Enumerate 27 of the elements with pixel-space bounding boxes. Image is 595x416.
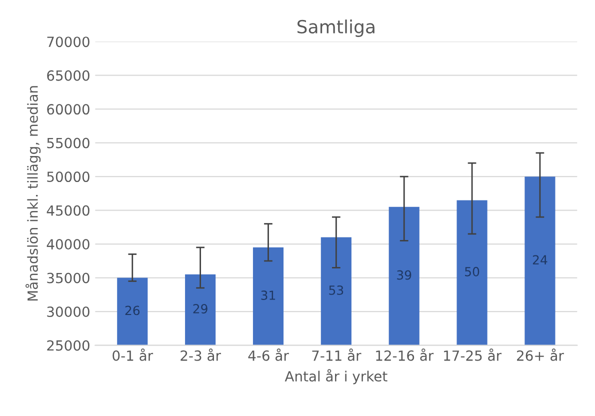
x-axis-title: Antal år i yrket: [284, 369, 388, 384]
x-tick-label: 0-1 år: [112, 348, 154, 361]
y-tick-label: 35000: [47, 272, 90, 284]
x-tick-label: 2-3 år: [180, 348, 221, 361]
annotation: 50: [465, 266, 480, 276]
x-tick-label: 12-16 år: [376, 348, 434, 361]
x-tick-label: 7-11 år: [312, 348, 362, 361]
annotation: 53: [329, 285, 344, 295]
x-tick-label: 26+ år: [517, 348, 564, 361]
y-tick-label: 60000: [47, 104, 90, 115]
y-tick-label: 25000: [47, 340, 90, 351]
x-tick-label: 4-6 år: [248, 348, 289, 361]
x-tick-label: 17-25 år: [444, 348, 502, 361]
y-tick-label: 30000: [47, 306, 90, 318]
annotation: 31: [261, 290, 276, 300]
y-tick-label: 55000: [47, 138, 90, 148]
y-tick-label: 40000: [46, 239, 90, 250]
y-tick-label: 70000: [47, 36, 90, 48]
annotation: 39: [397, 270, 412, 280]
y-tick-label: 50000: [47, 172, 90, 182]
annotation: 29: [193, 304, 208, 314]
annotation: 26: [125, 306, 140, 316]
chart-title: Samtliga: [297, 20, 374, 38]
y-tick-label: 45000: [46, 205, 90, 216]
y-tick-label: 65000: [47, 70, 90, 81]
y-axis-title: Månadslön inkl. tillägg, median: [26, 86, 41, 301]
annotation: 24: [532, 255, 548, 264]
